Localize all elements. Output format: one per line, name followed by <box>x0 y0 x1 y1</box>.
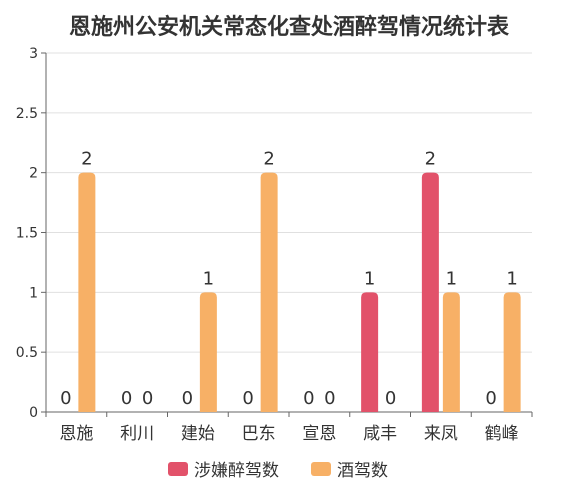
x-tick-label: 宣恩 <box>302 424 336 444</box>
data-label: 2 <box>425 149 436 170</box>
data-label: 0 <box>385 388 396 409</box>
legend-swatch <box>168 462 188 476</box>
data-label: 0 <box>182 388 193 409</box>
data-label: 0 <box>121 388 132 409</box>
x-tick-label: 咸丰 <box>363 424 397 444</box>
legend[interactable]: 涉嫌醉驾数 酒驾数 <box>168 461 388 481</box>
bar[interactable] <box>78 172 96 412</box>
data-label: 1 <box>446 268 457 289</box>
data-label: 1 <box>364 268 375 289</box>
x-tick-label: 恩施 <box>59 424 93 444</box>
y-tick-label: 0 <box>29 405 38 421</box>
y-axis: 0 0.5 1 1.5 2 2.5 3 <box>16 46 47 421</box>
bar[interactable] <box>442 292 460 412</box>
y-tick-label: 1 <box>29 285 38 301</box>
data-label: 0 <box>142 388 153 409</box>
data-label: 0 <box>485 388 496 409</box>
bar[interactable] <box>503 292 521 412</box>
x-tick-label: 鹤峰 <box>485 424 519 444</box>
data-label: 2 <box>263 149 274 170</box>
data-label: 1 <box>203 268 214 289</box>
legend-item[interactable]: 涉嫌醉驾数 <box>168 461 279 481</box>
data-label: 0 <box>242 388 253 409</box>
x-tick-label: 巴东 <box>242 424 276 444</box>
data-label: 1 <box>506 268 517 289</box>
bar[interactable] <box>361 292 379 412</box>
x-tick-label: 建始 <box>181 424 215 444</box>
legend-swatch <box>311 462 331 476</box>
bar[interactable] <box>421 172 439 412</box>
x-tick-label: 来凤 <box>424 424 458 444</box>
y-tick-label: 2 <box>29 166 38 182</box>
bar[interactable] <box>260 172 278 412</box>
y-tick-label: 0.5 <box>16 345 38 361</box>
data-label: 2 <box>81 149 92 170</box>
data-label: 0 <box>60 388 71 409</box>
legend-label: 酒驾数 <box>337 461 388 481</box>
legend-label: 涉嫌醉驾数 <box>194 461 279 481</box>
y-tick-label: 3 <box>29 46 38 62</box>
y-tick-label: 2.5 <box>16 106 38 122</box>
bar[interactable] <box>199 292 217 412</box>
x-axis: 恩施 利川 建始 巴东 宣恩 咸丰 来凤 鹤峰 <box>45 411 533 444</box>
data-label: 0 <box>303 388 314 409</box>
legend-item[interactable]: 酒驾数 <box>311 461 388 481</box>
y-tick-label: 1.5 <box>16 226 38 242</box>
chart-title: 恩施州公安机关常态化查处酒醉驾情况统计表 <box>69 14 510 40</box>
bars <box>78 172 521 412</box>
x-tick-label: 利川 <box>120 424 154 444</box>
data-label: 0 <box>324 388 335 409</box>
